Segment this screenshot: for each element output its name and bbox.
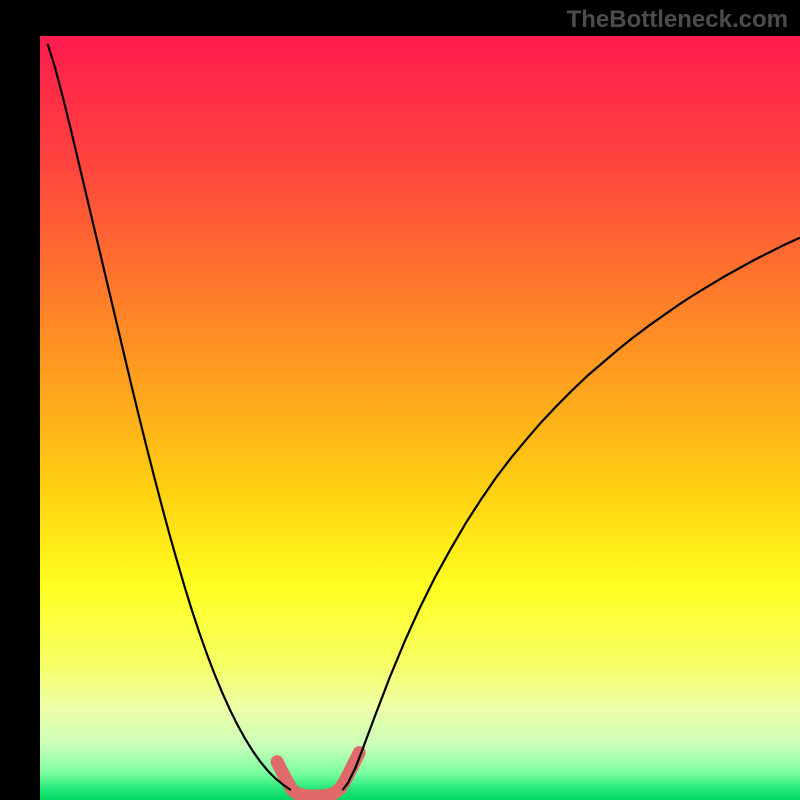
watermark-text: TheBottleneck.com [567, 6, 788, 34]
plot-background [40, 36, 800, 800]
plot-area [40, 36, 800, 800]
plot-svg [40, 36, 800, 800]
